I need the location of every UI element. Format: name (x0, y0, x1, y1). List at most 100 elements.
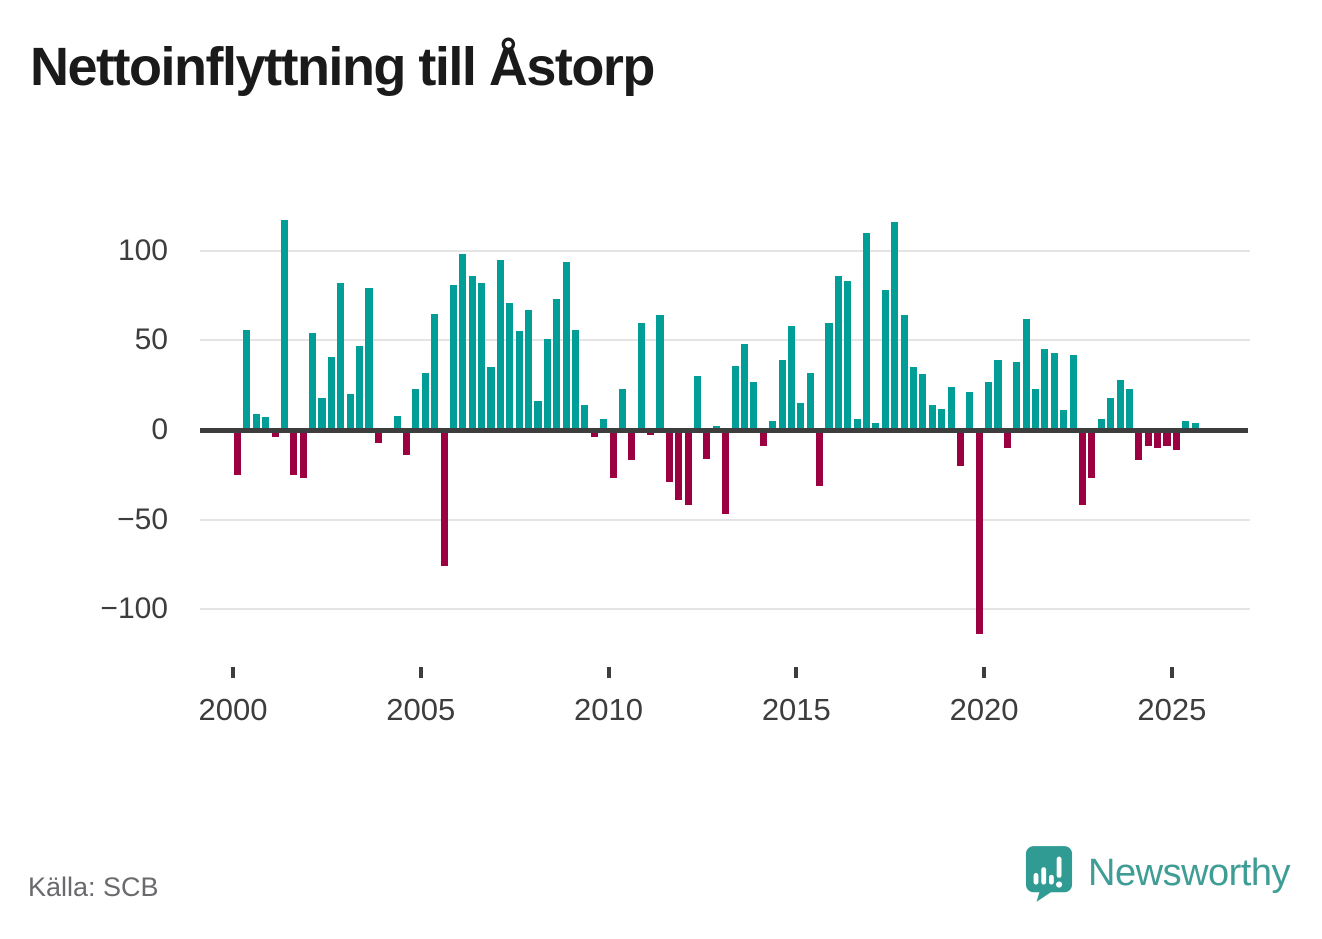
x-axis-tick (982, 667, 987, 678)
x-axis-year-label: 2015 (761, 692, 831, 727)
x-axis-tick (606, 667, 611, 678)
x-axis-year-label: 2025 (1137, 692, 1207, 727)
bar (1088, 430, 1096, 479)
bar (318, 397, 326, 430)
bar (515, 331, 523, 430)
bar (356, 345, 364, 430)
gridline (200, 518, 1250, 521)
bar (694, 376, 702, 430)
bar (1060, 410, 1068, 430)
bar (365, 288, 373, 430)
bar (402, 430, 411, 456)
bar (262, 417, 270, 430)
x-axis-tick (1169, 667, 1174, 678)
bar (759, 430, 767, 447)
bar (571, 329, 580, 430)
gridline (200, 339, 1250, 342)
bar (863, 232, 871, 430)
bar (1078, 430, 1087, 506)
bar (1125, 388, 1133, 430)
bar (985, 381, 993, 430)
x-axis-year-label: 2005 (386, 692, 456, 727)
newsworthy-logo: Newsworthy (1024, 844, 1290, 902)
bar (947, 387, 955, 430)
bar (468, 275, 476, 430)
bar (1144, 430, 1152, 447)
bar (891, 222, 899, 430)
bar (900, 315, 908, 430)
gridline (200, 608, 1250, 611)
bar (431, 313, 439, 430)
bar (647, 430, 655, 436)
bar (994, 360, 1002, 430)
x-axis-tick (794, 667, 799, 678)
bar (280, 220, 289, 430)
bar (234, 430, 242, 475)
bar (412, 388, 420, 430)
x-axis-tick (231, 667, 235, 678)
bar (562, 261, 570, 430)
bar (628, 430, 636, 461)
bar (243, 329, 251, 430)
bar (956, 430, 964, 466)
bar (769, 421, 777, 430)
bar (1013, 361, 1021, 430)
bar (553, 299, 561, 430)
bar (656, 315, 664, 430)
bar (1191, 422, 1199, 430)
y-axis-label: −50 (117, 502, 168, 536)
chart-title: Nettoinflyttning till Åstorp (30, 37, 655, 97)
bar (797, 403, 805, 430)
bar (881, 290, 889, 430)
bar (506, 302, 514, 430)
bar (750, 381, 758, 430)
bar (834, 275, 842, 430)
bar (374, 430, 382, 443)
bar (252, 413, 260, 430)
y-axis-label: 100 (117, 233, 168, 267)
gridline (200, 249, 1250, 252)
bar (1032, 388, 1040, 430)
y-axis-label: −100 (100, 592, 168, 626)
bar (337, 283, 345, 430)
bar (618, 388, 626, 430)
bar (271, 430, 279, 438)
bar (1182, 421, 1190, 430)
bar (290, 430, 298, 475)
zero-axis-line (200, 427, 1248, 433)
x-axis-year-label: 2010 (574, 692, 644, 727)
bar (1003, 430, 1011, 448)
bar (459, 254, 467, 430)
bar (487, 367, 495, 430)
bar (600, 419, 608, 430)
bar (1116, 379, 1124, 430)
bar (1050, 352, 1058, 430)
bar (938, 408, 946, 430)
source-text: Källa: SCB (28, 872, 159, 902)
bar (928, 404, 936, 430)
y-axis-label: 0 (151, 413, 168, 446)
bar (966, 392, 974, 430)
bar (825, 322, 833, 430)
bar (975, 430, 983, 635)
bar (581, 404, 589, 430)
bar (787, 326, 795, 430)
bar (665, 430, 673, 482)
logo-wordmark: Newsworthy (1088, 851, 1290, 894)
bar (778, 360, 786, 430)
bar (703, 430, 711, 459)
bar (740, 344, 749, 430)
bar (1107, 397, 1115, 430)
bar (478, 283, 486, 430)
bar (393, 415, 401, 430)
bar (1154, 430, 1162, 448)
bar (684, 430, 692, 506)
bar (440, 430, 448, 567)
bar (1022, 318, 1030, 430)
bar (722, 430, 730, 515)
bar (637, 322, 645, 430)
bar (731, 365, 739, 430)
y-axis-label: 50 (134, 323, 168, 357)
